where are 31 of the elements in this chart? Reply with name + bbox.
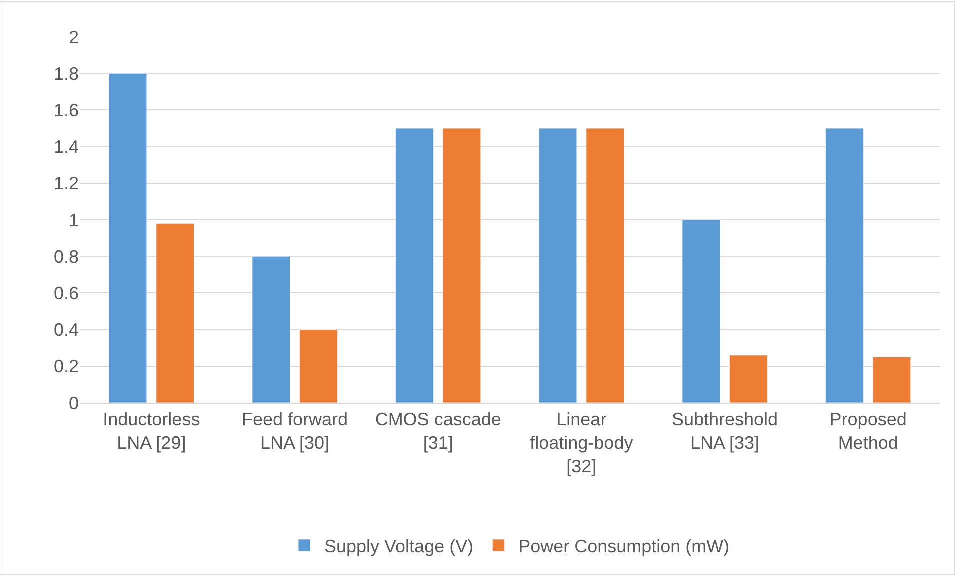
y-tick-label: 1.2 bbox=[54, 174, 79, 194]
y-tick-label: 0.6 bbox=[54, 284, 79, 304]
bar bbox=[252, 256, 291, 403]
bar bbox=[156, 223, 194, 403]
legend-label: Supply Voltage (V) bbox=[324, 536, 474, 556]
y-tick-label: 1.8 bbox=[54, 64, 79, 84]
bar bbox=[682, 220, 721, 403]
x-tick-label: Linear floating-body [32] bbox=[530, 410, 634, 476]
y-tick-label: 0.4 bbox=[54, 320, 79, 340]
x-tick-label: Inductorless LNA [29] bbox=[103, 410, 200, 453]
bar bbox=[538, 128, 578, 403]
y-tick-label: 2 bbox=[68, 27, 79, 48]
bar bbox=[826, 128, 864, 403]
y-tick-label: 0.2 bbox=[54, 356, 79, 377]
x-tick-label: Subthreshold LNA [33] bbox=[672, 410, 778, 453]
y-tick-label: 1.4 bbox=[54, 137, 79, 158]
y-tick-label: 0 bbox=[68, 393, 79, 414]
legend-label: Power Consumption (mW) bbox=[518, 536, 730, 556]
x-tick-label: Proposed Method bbox=[830, 410, 907, 453]
bar bbox=[108, 73, 148, 403]
bar bbox=[586, 128, 624, 403]
bar bbox=[872, 357, 912, 403]
bar bbox=[396, 128, 434, 403]
bar bbox=[299, 330, 338, 403]
bar bbox=[729, 355, 768, 403]
bar bbox=[442, 128, 482, 403]
y-tick-label: 1.6 bbox=[54, 100, 79, 120]
y-tick-label: 1 bbox=[68, 210, 79, 230]
x-tick-label: Feed forward LNA [30] bbox=[242, 410, 348, 453]
x-tick-label: CMOS cascade [31] bbox=[375, 410, 502, 453]
y-tick-label: 0.8 bbox=[54, 246, 79, 267]
